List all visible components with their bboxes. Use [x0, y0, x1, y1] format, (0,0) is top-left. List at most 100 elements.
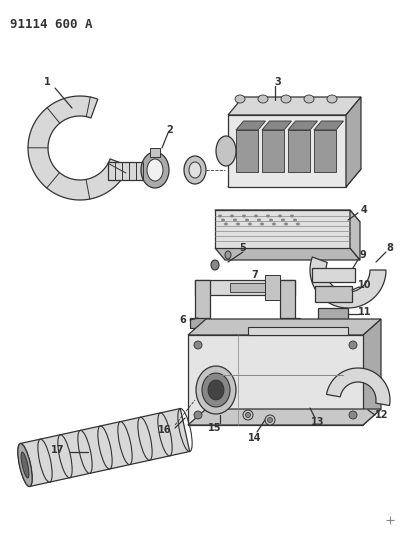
Ellipse shape [243, 410, 253, 420]
Ellipse shape [147, 159, 163, 181]
Ellipse shape [230, 214, 234, 217]
Ellipse shape [272, 222, 276, 225]
Ellipse shape [211, 260, 219, 270]
Ellipse shape [266, 214, 270, 217]
Ellipse shape [196, 366, 236, 414]
Ellipse shape [265, 415, 275, 425]
Polygon shape [248, 327, 348, 335]
Ellipse shape [269, 219, 273, 222]
Ellipse shape [257, 219, 261, 222]
Text: 6: 6 [180, 315, 186, 325]
Ellipse shape [267, 417, 273, 423]
Polygon shape [195, 280, 210, 320]
Text: 8: 8 [386, 243, 393, 253]
Polygon shape [188, 319, 381, 335]
Polygon shape [346, 97, 361, 187]
Text: 5: 5 [240, 243, 246, 253]
Text: 9: 9 [360, 250, 367, 260]
Text: 17: 17 [51, 445, 65, 455]
Ellipse shape [225, 251, 231, 259]
Text: 12: 12 [375, 410, 389, 420]
Polygon shape [188, 335, 363, 425]
Ellipse shape [194, 411, 202, 419]
Ellipse shape [18, 443, 32, 487]
Ellipse shape [221, 219, 225, 222]
Polygon shape [150, 148, 160, 157]
Ellipse shape [260, 222, 264, 225]
Ellipse shape [189, 162, 201, 178]
Polygon shape [20, 408, 190, 487]
Ellipse shape [284, 222, 288, 225]
Ellipse shape [281, 219, 285, 222]
Ellipse shape [327, 95, 337, 103]
Polygon shape [326, 368, 390, 406]
Ellipse shape [304, 95, 314, 103]
Polygon shape [314, 130, 336, 172]
Ellipse shape [202, 373, 230, 407]
Polygon shape [215, 210, 350, 248]
Polygon shape [190, 318, 210, 328]
Polygon shape [215, 248, 360, 260]
Polygon shape [314, 121, 343, 130]
Polygon shape [350, 210, 360, 260]
Ellipse shape [242, 214, 246, 217]
Polygon shape [262, 130, 284, 172]
Polygon shape [188, 409, 381, 425]
Ellipse shape [258, 95, 268, 103]
Ellipse shape [141, 152, 169, 188]
Polygon shape [236, 121, 266, 130]
Polygon shape [288, 130, 310, 172]
Text: 16: 16 [158, 425, 172, 435]
Text: 13: 13 [311, 417, 325, 427]
Ellipse shape [296, 222, 300, 225]
Polygon shape [265, 275, 280, 300]
Polygon shape [315, 286, 352, 302]
Polygon shape [363, 319, 381, 425]
Polygon shape [230, 283, 270, 292]
Text: 15: 15 [208, 423, 222, 433]
Ellipse shape [233, 219, 237, 222]
Ellipse shape [224, 222, 228, 225]
Text: 14: 14 [248, 433, 262, 443]
Polygon shape [312, 268, 355, 282]
Text: 4: 4 [360, 205, 367, 215]
Polygon shape [280, 280, 295, 320]
Text: 10: 10 [358, 280, 372, 290]
Polygon shape [215, 210, 360, 222]
Text: 7: 7 [252, 270, 258, 280]
Ellipse shape [194, 341, 202, 349]
Polygon shape [280, 318, 300, 328]
Polygon shape [236, 130, 258, 172]
Ellipse shape [349, 411, 357, 419]
Ellipse shape [235, 95, 245, 103]
Ellipse shape [349, 341, 357, 349]
Text: 11: 11 [358, 307, 372, 317]
Polygon shape [28, 96, 129, 200]
Polygon shape [318, 308, 348, 322]
Ellipse shape [281, 95, 291, 103]
Ellipse shape [278, 214, 282, 217]
Polygon shape [228, 169, 361, 187]
Ellipse shape [245, 413, 251, 417]
Text: 3: 3 [275, 77, 281, 87]
Text: 91114 600 A: 91114 600 A [10, 18, 92, 31]
Polygon shape [288, 121, 318, 130]
Polygon shape [228, 97, 361, 115]
Text: 2: 2 [166, 125, 173, 135]
Ellipse shape [245, 219, 249, 222]
Ellipse shape [290, 214, 294, 217]
Polygon shape [195, 280, 295, 295]
Ellipse shape [216, 136, 236, 166]
Ellipse shape [254, 214, 258, 217]
Ellipse shape [21, 452, 29, 478]
Polygon shape [310, 257, 386, 308]
Ellipse shape [236, 222, 240, 225]
Ellipse shape [293, 219, 297, 222]
Polygon shape [108, 162, 145, 180]
Text: 1: 1 [44, 77, 50, 87]
Ellipse shape [218, 214, 222, 217]
Ellipse shape [208, 380, 224, 400]
Polygon shape [262, 121, 292, 130]
Ellipse shape [248, 222, 252, 225]
Polygon shape [228, 115, 346, 187]
